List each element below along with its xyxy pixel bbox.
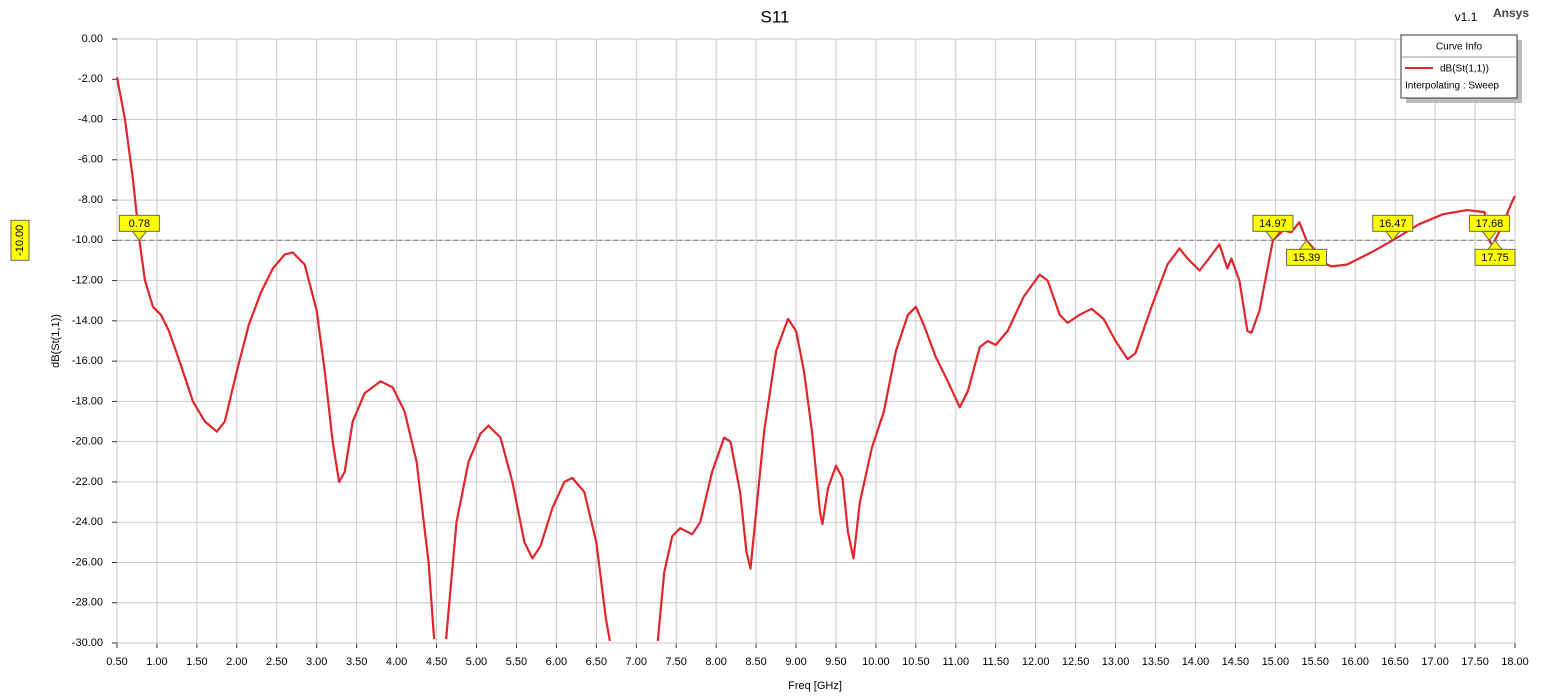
y-tick-label: -4.00 [78, 113, 103, 125]
y-tick-label: -30.00 [72, 637, 103, 649]
legend-box [1400, 34, 1518, 99]
y-tick-label: -24.00 [72, 516, 103, 528]
marker: 14.97 [1252, 214, 1294, 242]
y-tick-label: -10.00 [72, 234, 103, 246]
x-tick-label: 3.50 [346, 656, 367, 668]
x-tick-label: 2.50 [266, 656, 287, 668]
legend: Curve Info dB(St(1,1)) Interpolating : S… [1400, 34, 1522, 103]
legend-note: Interpolating : Sweep [1405, 81, 1499, 92]
marker: 17.68 [1468, 214, 1510, 242]
x-tick-label: 1.50 [186, 656, 207, 668]
x-tick-label: 17.50 [1461, 656, 1489, 668]
x-tick-label: 1.00 [146, 656, 167, 668]
chart-title: S11 [761, 7, 790, 26]
grid: 0.50 1.00 1.50 2.00 2.50 3.00 3.50 4.00 4.50 5.00… [72, 33, 1529, 668]
reference-label-box [10, 219, 30, 261]
x-tick-label: 9.00 [785, 656, 806, 668]
x-tick-label: 18.00 [1501, 656, 1529, 668]
plot-area: 0.78 14.97 15.39 16.47 17.68 17.75 [115, 77, 1516, 642]
marker-box [1252, 214, 1294, 232]
x-tick-label: 4.50 [426, 656, 447, 668]
y-axis-label: dB(St(1,1)) [50, 314, 62, 368]
x-tick-label: 8.00 [705, 656, 726, 668]
x-tick-label: 8.50 [745, 656, 766, 668]
y-tick-label: -14.00 [72, 315, 103, 327]
x-tick-label: 10.00 [862, 656, 890, 668]
marker-label: 17.75 [1481, 252, 1509, 264]
marker-label: 15.39 [1293, 252, 1321, 264]
marker-box [1372, 214, 1414, 232]
marker-label: 17.68 [1476, 218, 1504, 230]
y-tick-label: -18.00 [72, 395, 103, 407]
marker-label: 0.78 [129, 218, 150, 230]
x-tick-label: 15.50 [1302, 656, 1330, 668]
y-tick-label: -22.00 [72, 476, 103, 488]
x-tick-label: 5.50 [506, 656, 527, 668]
y-tick-label: -20.00 [72, 436, 103, 448]
x-tick-label: 3.00 [306, 656, 327, 668]
marker: 17.75 [1474, 239, 1516, 266]
x-tick-label: 11.00 [942, 656, 969, 668]
plot-frame [116, 38, 1516, 644]
x-tick-label: 5.00 [466, 656, 487, 668]
x-tick-label: 6.00 [546, 656, 567, 668]
y-tick-label: -28.00 [72, 597, 103, 609]
marker-box [1468, 214, 1510, 232]
marker-label: 14.97 [1259, 218, 1287, 230]
y-tick-label: -8.00 [78, 194, 103, 206]
legend-title: Curve Info [1436, 42, 1483, 53]
x-tick-label: 16.00 [1341, 656, 1369, 668]
x-tick-label: 6.50 [586, 656, 607, 668]
y-tick-label: -6.00 [78, 154, 103, 166]
marker-label: 16.47 [1379, 218, 1407, 230]
y-tick-label: -2.00 [78, 73, 103, 85]
x-axis-label: Freq [GHz] [788, 680, 842, 692]
y-tick-label: 0.00 [82, 33, 103, 45]
marker-box [1474, 248, 1516, 266]
y-tick-label: -12.00 [72, 275, 103, 287]
x-tick-label: 10.50 [902, 656, 930, 668]
brand: Ansys [1493, 6, 1529, 20]
x-tick-label: 12.50 [1062, 656, 1090, 668]
x-tick-label: 0.50 [106, 656, 127, 668]
x-tick-label: 9.50 [825, 656, 846, 668]
x-tick-label: 16.50 [1381, 656, 1409, 668]
x-tick-label: 17.00 [1421, 656, 1449, 668]
x-tick-label: 7.50 [665, 656, 686, 668]
reference-label: -10.00 [14, 225, 26, 256]
y-tick-label: -16.00 [72, 355, 103, 367]
version: v1.1 [1455, 10, 1478, 24]
legend-entry: dB(St(1,1)) [1440, 64, 1489, 75]
marker: 15.39 [1285, 239, 1327, 266]
marker-box [1285, 248, 1327, 266]
x-tick-label: 4.00 [386, 656, 407, 668]
x-tick-label: 13.00 [1102, 656, 1130, 668]
x-tick-label: 14.00 [1182, 656, 1210, 668]
marker-box [118, 214, 160, 232]
x-tick-label: 14.50 [1222, 656, 1250, 668]
x-tick-label: 7.00 [626, 656, 647, 668]
x-tick-label: 11.50 [982, 656, 1009, 668]
x-tick-label: 12.00 [1022, 656, 1050, 668]
x-tick-label: 13.50 [1142, 656, 1170, 668]
x-tick-label: 15.00 [1262, 656, 1290, 668]
marker: 16.47 [1372, 214, 1414, 242]
y-tick-label: -26.00 [72, 556, 103, 568]
x-tick-label: 2.00 [226, 656, 247, 668]
marker: 0.78 [118, 214, 160, 242]
